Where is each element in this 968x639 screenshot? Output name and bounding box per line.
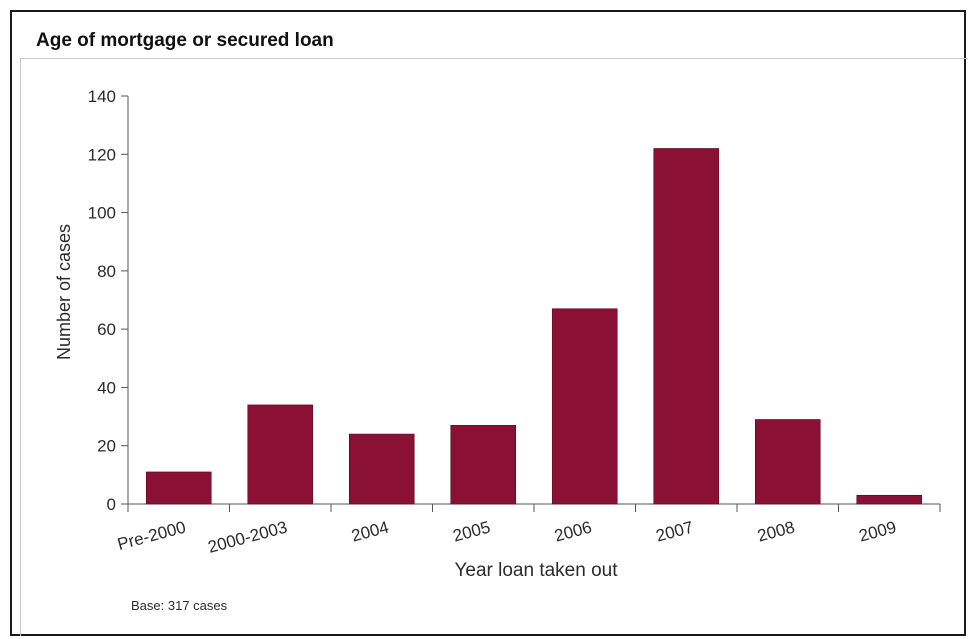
x-tick-label: 2000-2003: [206, 518, 289, 557]
bar-2007: [653, 148, 720, 505]
x-tick-label: 2004: [349, 518, 390, 546]
bar-2008: [754, 419, 821, 505]
y-tick-label: 20: [97, 437, 116, 456]
y-tick-label: 0: [107, 495, 116, 514]
chart-frame: Age of mortgage or secured loan: [10, 10, 966, 636]
y-axis-label: Number of cases: [54, 224, 74, 360]
x-tick-label: 2008: [755, 518, 796, 546]
x-tick-label: 2006: [552, 518, 593, 546]
y-tick-label: 60: [97, 320, 116, 339]
y-tick-label: 120: [88, 145, 116, 164]
y-tick-label: 140: [88, 87, 116, 106]
x-tick-label: 2009: [857, 518, 898, 546]
x-tick-label: 2005: [451, 518, 492, 546]
y-tick-label: 40: [97, 378, 116, 397]
base-note: Base: 317 cases: [131, 598, 228, 613]
y-axis: 0 20 40 60 80 100 120 140: [88, 87, 129, 514]
x-axis-label: Year loan taken out: [454, 560, 618, 581]
bar-2000-2003: [247, 404, 314, 505]
x-axis: Pre-2000 2000-2003 2004 2005 2006 2007 2008 200…: [115, 503, 941, 557]
x-tick-label: 2007: [654, 518, 695, 546]
y-tick-label: 100: [88, 204, 116, 223]
bar-2006: [551, 308, 618, 505]
x-tick-label: Pre-2000: [115, 518, 187, 554]
bar-2004: [348, 433, 415, 505]
chart-panel: [20, 58, 968, 636]
bar-pre-2000: [145, 471, 212, 505]
bars: [145, 148, 923, 505]
bar-2005: [450, 425, 517, 505]
chart-title: Age of mortgage or secured loan: [36, 30, 334, 51]
y-tick-label: 80: [97, 262, 116, 281]
bar-2009: [856, 494, 923, 505]
